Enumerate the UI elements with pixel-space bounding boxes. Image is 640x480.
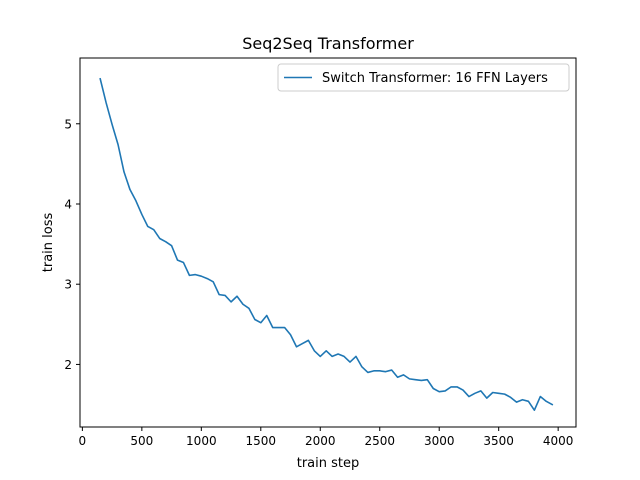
legend-label: Switch Transformer: 16 FFN Layers xyxy=(322,71,548,86)
y-tick-label: 2 xyxy=(64,358,72,372)
chart-title: Seq2Seq Transformer xyxy=(242,34,414,53)
x-tick-label: 500 xyxy=(130,434,153,448)
legend-frame xyxy=(277,63,570,92)
x-tick-label: 2000 xyxy=(305,434,336,448)
x-axis-label: train step xyxy=(297,456,360,471)
x-tick-label: 0 xyxy=(79,434,87,448)
x-tick-label: 4000 xyxy=(543,434,574,448)
x-axis: 0 500 1000 1500 2000 2500 3000 3500 4000 xyxy=(79,427,574,448)
x-tick-label: 2500 xyxy=(364,434,395,448)
legend: Switch Transformer: 16 FFN Layers xyxy=(277,63,570,92)
y-tick-label: 4 xyxy=(64,197,72,211)
x-tick-label: 3500 xyxy=(483,434,514,448)
y-axis: 2 3 4 5 xyxy=(64,117,80,372)
y-tick-label: 5 xyxy=(64,117,72,131)
series-line-0 xyxy=(99,77,554,411)
y-tick-label: 3 xyxy=(64,278,72,292)
x-tick-label: 1000 xyxy=(186,434,217,448)
x-tick-label: 3000 xyxy=(424,434,455,448)
plot-area xyxy=(99,77,554,411)
x-tick-label: 1500 xyxy=(246,434,277,448)
y-axis-label: train loss xyxy=(41,213,56,273)
plot-frame xyxy=(79,57,577,428)
